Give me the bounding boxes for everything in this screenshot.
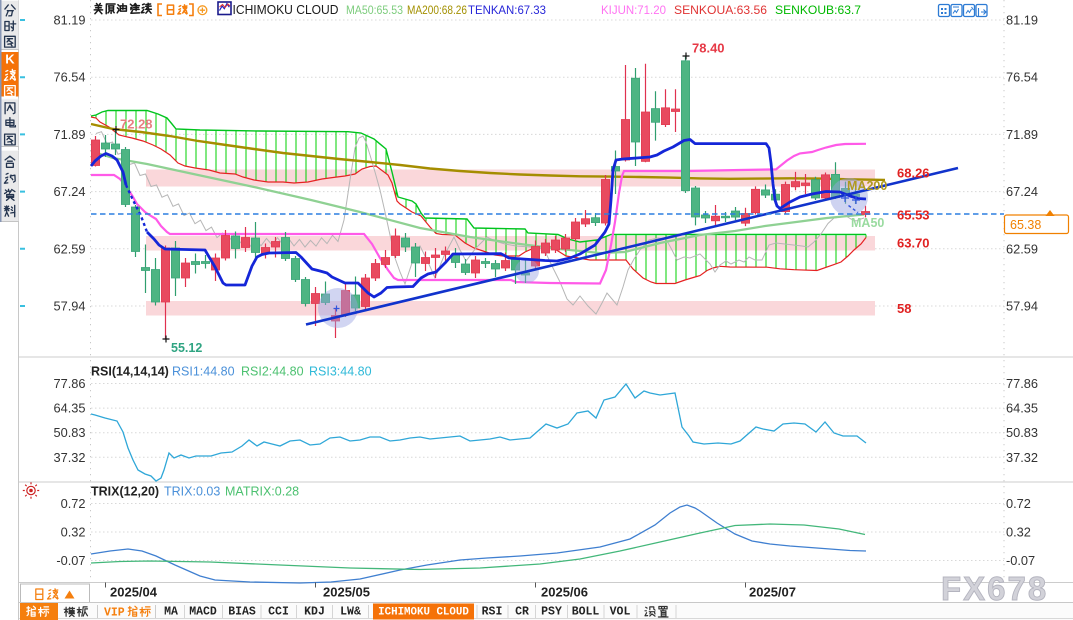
svg-text:FX678: FX678 xyxy=(941,570,1048,607)
svg-text:76.54: 76.54 xyxy=(1006,70,1038,85)
svg-text:65.38: 65.38 xyxy=(1010,218,1041,232)
svg-text:0.72: 0.72 xyxy=(61,496,86,511)
svg-text:RSI: RSI xyxy=(482,606,503,619)
svg-text:68.26: 68.26 xyxy=(897,166,930,181)
svg-text:TENKAN:67.33: TENKAN:67.33 xyxy=(468,3,546,17)
svg-text:SENKOUA:63.56: SENKOUA:63.56 xyxy=(674,3,767,17)
svg-text:67.24: 67.24 xyxy=(53,184,85,199)
svg-text:MACD: MACD xyxy=(189,606,217,619)
svg-text:77.86: 77.86 xyxy=(1006,376,1038,391)
svg-text:57.94: 57.94 xyxy=(53,299,85,314)
svg-text:77.86: 77.86 xyxy=(53,376,85,391)
svg-text:2025/06: 2025/06 xyxy=(541,585,588,600)
svg-text:2025/04: 2025/04 xyxy=(110,585,158,600)
svg-text:KDJ: KDJ xyxy=(304,606,325,619)
svg-text:64.35: 64.35 xyxy=(53,401,85,416)
svg-text:63.70: 63.70 xyxy=(897,236,930,251)
svg-text:MATRIX:0.28: MATRIX:0.28 xyxy=(225,485,299,499)
svg-text:MA50:65.53: MA50:65.53 xyxy=(346,3,403,17)
svg-text:62.59: 62.59 xyxy=(1006,241,1038,256)
svg-text:TRIX:0.03: TRIX:0.03 xyxy=(164,485,220,499)
svg-text:MA50: MA50 xyxy=(851,216,884,230)
svg-text:VOL: VOL xyxy=(610,606,631,619)
svg-text:BIAS: BIAS xyxy=(228,606,256,619)
svg-text:72.28: 72.28 xyxy=(120,117,153,132)
svg-text:81.19: 81.19 xyxy=(53,13,85,28)
svg-text:2025/07: 2025/07 xyxy=(749,585,796,600)
svg-text:65.53: 65.53 xyxy=(897,208,930,223)
svg-text:RSI1:44.80: RSI1:44.80 xyxy=(172,365,235,379)
svg-text:57.94: 57.94 xyxy=(1006,299,1038,314)
svg-text:RSI2:44.80: RSI2:44.80 xyxy=(241,365,304,379)
svg-text:64.35: 64.35 xyxy=(1006,401,1038,416)
svg-text:78.40: 78.40 xyxy=(692,41,725,56)
svg-text:67.24: 67.24 xyxy=(1006,184,1038,199)
svg-text:ICHIMOKU CLOUD: ICHIMOKU CLOUD xyxy=(378,607,469,619)
svg-text:MA: MA xyxy=(164,606,178,619)
svg-text:RSI3:44.80: RSI3:44.80 xyxy=(309,365,372,379)
svg-text:76.54: 76.54 xyxy=(53,70,85,85)
svg-text:VIP: VIP xyxy=(104,607,125,620)
svg-text:0.72: 0.72 xyxy=(1006,496,1031,511)
svg-text:0.32: 0.32 xyxy=(1006,525,1031,540)
svg-text:ICHIMOKU CLOUD: ICHIMOKU CLOUD xyxy=(233,2,339,17)
svg-text:CCI: CCI xyxy=(268,606,289,619)
svg-text:0.32: 0.32 xyxy=(61,525,86,540)
svg-text:K: K xyxy=(5,52,15,67)
svg-text:37.32: 37.32 xyxy=(53,450,85,465)
svg-text:SENKOUB:63.7: SENKOUB:63.7 xyxy=(775,3,861,17)
svg-text:81.19: 81.19 xyxy=(1006,13,1038,28)
svg-text:PSY: PSY xyxy=(541,606,562,619)
svg-text:58: 58 xyxy=(897,301,911,316)
svg-text:TRIX(12,20): TRIX(12,20) xyxy=(91,485,159,499)
svg-text:62.59: 62.59 xyxy=(53,241,85,256)
svg-text:55.12: 55.12 xyxy=(171,341,202,355)
svg-text:RSI(14,14,14): RSI(14,14,14) xyxy=(91,365,169,379)
svg-text:71.89: 71.89 xyxy=(53,127,85,142)
svg-text:50.83: 50.83 xyxy=(1006,425,1038,440)
svg-text:50.83: 50.83 xyxy=(53,425,85,440)
svg-text:71.89: 71.89 xyxy=(1006,127,1038,142)
svg-text:MA200: MA200 xyxy=(847,179,887,193)
svg-text:LW&: LW& xyxy=(340,606,361,619)
svg-text:37.32: 37.32 xyxy=(1006,450,1038,465)
svg-text:-0.07: -0.07 xyxy=(1006,553,1035,568)
svg-text:2025/05: 2025/05 xyxy=(323,585,370,600)
svg-text:KIJUN:71.20: KIJUN:71.20 xyxy=(601,3,666,17)
svg-text:-0.07: -0.07 xyxy=(56,553,85,568)
svg-text:CR: CR xyxy=(515,606,529,619)
svg-text:BOLL: BOLL xyxy=(572,606,600,619)
svg-text:MA200:68.26: MA200:68.26 xyxy=(407,3,467,17)
